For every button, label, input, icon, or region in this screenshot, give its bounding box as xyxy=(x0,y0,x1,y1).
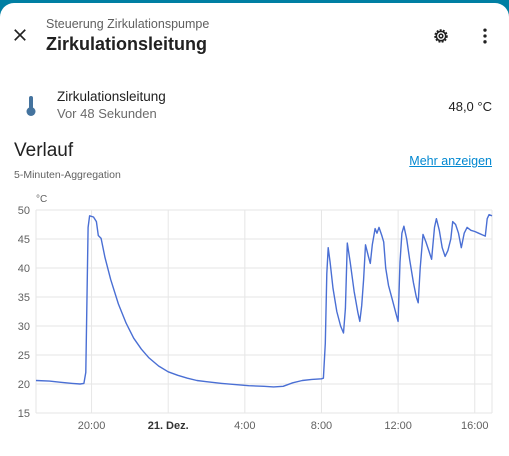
x-tick-label: 8:00 xyxy=(311,420,332,432)
chart-series xyxy=(35,213,493,388)
y-tick-label: 20 xyxy=(18,379,30,391)
y-axis-label: °C xyxy=(36,194,47,205)
x-tick-label: 4:00 xyxy=(234,420,255,432)
close-icon xyxy=(14,29,26,41)
y-tick-label: 40 xyxy=(18,263,30,275)
dialog-title: Zirkulationsleitung xyxy=(46,34,208,54)
y-tick-label: 35 xyxy=(18,292,30,304)
thermometer-icon xyxy=(26,96,36,116)
entity-name: Zirkulationsleitung xyxy=(57,89,166,104)
y-tick-label: 45 xyxy=(18,234,30,246)
entity-row[interactable]: Zirkulationsleitung Vor 48 Sekunden 48,0… xyxy=(0,83,509,129)
x-tick-label: 16:00 xyxy=(461,420,489,432)
x-axis: 20:00 21. Dez. 4:00 8:00 12:00 16:00 xyxy=(78,420,489,432)
y-tick-label: 25 xyxy=(18,350,30,362)
history-subtitle: 5-Minuten-Aggregation xyxy=(14,169,121,181)
close-button[interactable] xyxy=(4,19,36,51)
history-chart[interactable]: 15 20 25 30 35 40 45 50 °C 20:00 21. Dez. 4:00 8:00… xyxy=(0,189,509,434)
dialog-header: Steuerung Zirkulationspumpe Zirkulations… xyxy=(0,3,509,67)
dialog-subtitle: Steuerung Zirkulationspumpe xyxy=(46,17,210,31)
more-vertical-icon xyxy=(483,28,487,44)
y-axis: 15 20 25 30 35 40 45 50 °C xyxy=(18,194,47,420)
x-tick-label: 20:00 xyxy=(78,420,106,432)
more-info-dialog: Steuerung Zirkulationspumpe Zirkulations… xyxy=(0,3,509,456)
settings-button[interactable] xyxy=(425,20,457,52)
show-more-link[interactable]: Mehr anzeigen xyxy=(409,154,492,168)
menu-button[interactable] xyxy=(469,20,501,52)
history-title: Verlauf xyxy=(14,140,74,161)
y-tick-label: 15 xyxy=(18,408,30,420)
x-tick-label: 21. Dez. xyxy=(148,420,189,432)
x-tick-label: 12:00 xyxy=(384,420,412,432)
chart-grid xyxy=(35,209,493,414)
entity-state: 48,0 °C xyxy=(448,99,492,114)
y-tick-label: 50 xyxy=(18,205,30,217)
last-changed: Vor 48 Sekunden xyxy=(57,106,157,121)
gear-icon xyxy=(434,29,448,43)
y-tick-label: 30 xyxy=(18,321,30,333)
series-line xyxy=(35,213,493,388)
